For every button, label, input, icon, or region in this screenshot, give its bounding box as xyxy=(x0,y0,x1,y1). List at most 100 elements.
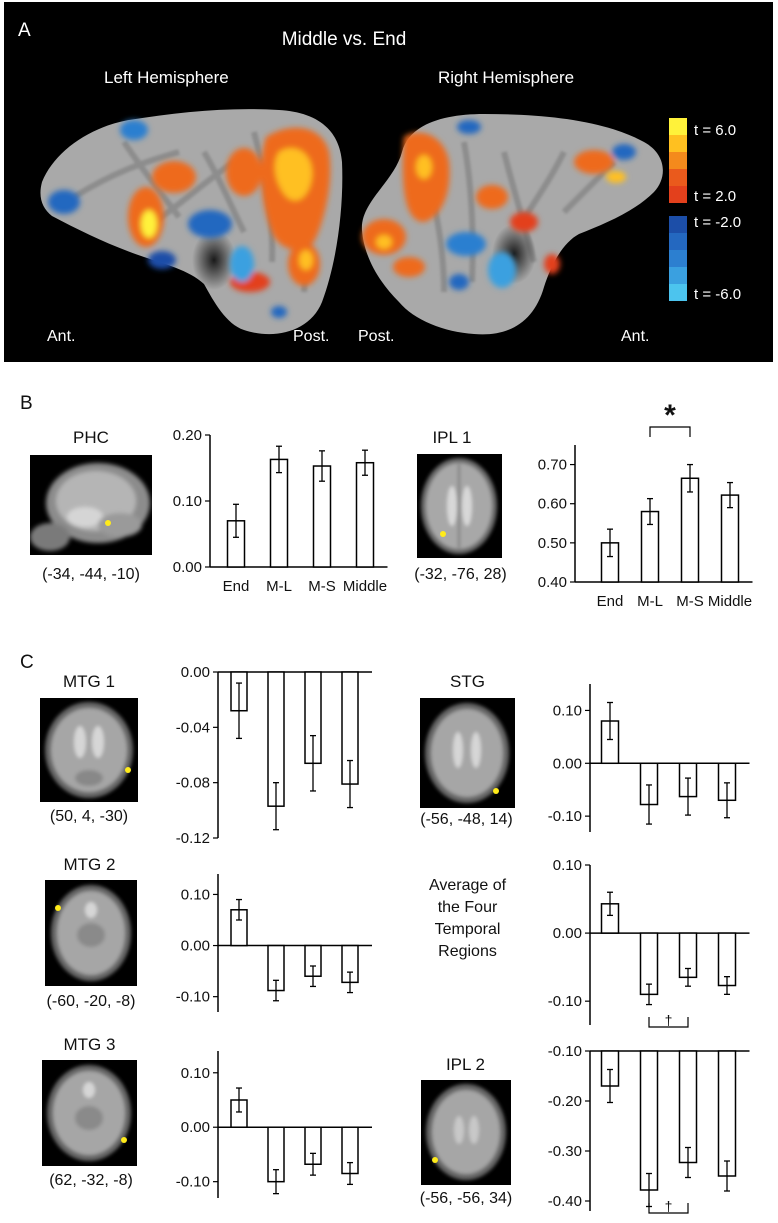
category-label: Middle xyxy=(343,578,387,595)
left-hemisphere-flatmap xyxy=(40,109,343,335)
colorbar-cool-swatch xyxy=(669,284,687,301)
colorbar-warm-swatch xyxy=(669,135,687,152)
y-tick-label: 0.70 xyxy=(538,457,567,474)
category-label: Middle xyxy=(708,593,752,608)
y-tick-label: -0.20 xyxy=(548,1093,582,1110)
bar-m-s xyxy=(680,477,700,583)
category-label: End xyxy=(597,593,624,608)
flatmap-svg xyxy=(40,109,687,335)
category-label: M-S xyxy=(676,593,704,608)
panel-b-letter: B xyxy=(20,393,33,414)
mri-stg xyxy=(420,698,515,808)
chart-stg: 0.10 0.00 -0.10 xyxy=(548,684,750,832)
y-tick-label: 0.10 xyxy=(553,702,582,719)
region-name-ipl2: IPL 2 xyxy=(445,1055,486,1074)
right-hemisphere-flatmap xyxy=(361,114,663,335)
chart-phc: 0.20 0.10 0.00 End M-L M-S Middle xyxy=(173,427,388,595)
region-coords-stg: (-56, -48, 14) xyxy=(420,811,513,828)
average-label-line-2: the Four xyxy=(437,899,498,916)
average-label-line-4: Regions xyxy=(438,943,497,960)
category-label: End xyxy=(223,578,250,595)
average-label-line-3: Temporal xyxy=(434,921,501,938)
colorbar-warm-swatch xyxy=(669,118,687,135)
bar-m-l xyxy=(269,458,289,568)
y-tick-label: 0.10 xyxy=(553,857,582,874)
left-hemisphere-label: Left Hemisphere xyxy=(104,68,229,87)
panel-a-letter: A xyxy=(18,20,31,41)
mri-mtg3 xyxy=(42,1060,137,1166)
region-coords-phc: (-34, -44, -10) xyxy=(42,566,140,583)
significance-bracket xyxy=(649,426,691,437)
region-name-stg: STG xyxy=(450,672,485,691)
y-tick-label: 0.00 xyxy=(181,664,210,681)
mri-sagittal-phc xyxy=(30,455,152,555)
chart-ipl2: -0.10 -0.20 -0.30 -0.40 † xyxy=(548,1043,750,1214)
panel-a-title: Middle vs. End xyxy=(281,29,407,50)
mri-ipl2 xyxy=(421,1080,511,1185)
colorbar-label-tneg2: t = -2.0 xyxy=(694,214,742,231)
y-tick-label: 0.00 xyxy=(181,938,210,955)
chart-mtg2: 0.10 0.00 -0.10 xyxy=(176,874,372,1012)
significance-mark: † xyxy=(665,1012,673,1028)
colorbar-cool-swatch xyxy=(669,267,687,284)
category-label: M-L xyxy=(637,593,663,608)
bar-m-l xyxy=(639,1050,659,1191)
panel-a-flatmap-figure: A Middle vs. End Left Hemisphere Right H… xyxy=(4,2,773,362)
region-coords-ipl1: (-32, -76, 28) xyxy=(414,566,507,583)
bar-middle xyxy=(355,461,375,568)
region-coords-mtg2: (-60, -20, -8) xyxy=(46,993,136,1010)
y-tick-label: 0.20 xyxy=(173,427,202,444)
right-post-label: Post. xyxy=(358,328,395,345)
region-name-ipl1: IPL 1 xyxy=(432,428,472,447)
significance-bracket xyxy=(648,1203,689,1214)
region-coords-mtg1: (50, 4, -30) xyxy=(49,808,129,825)
colorbar xyxy=(669,118,687,301)
y-tick-label: -0.12 xyxy=(176,830,210,847)
y-tick-label: 0.10 xyxy=(173,493,202,510)
colorbar-warm-swatch xyxy=(669,169,687,186)
colorbar-warm-swatch xyxy=(669,186,687,203)
y-tick-label: 0.00 xyxy=(181,1119,210,1136)
y-tick-label: -0.10 xyxy=(176,1174,210,1191)
significance-mark: * xyxy=(664,399,676,432)
significance-mark: † xyxy=(665,1198,673,1214)
y-tick-label: 0.60 xyxy=(538,496,567,513)
category-label: M-S xyxy=(308,578,336,595)
significance-bracket xyxy=(648,1017,689,1028)
y-tick-label: -0.40 xyxy=(548,1193,582,1210)
y-tick-label: -0.08 xyxy=(176,775,210,792)
region-name-mtg2: MTG 2 xyxy=(63,855,116,874)
mri-mtg2 xyxy=(45,880,137,986)
category-label: M-L xyxy=(266,578,292,595)
colorbar-label-tneg6: t = -6.0 xyxy=(694,286,742,303)
y-tick-label: -0.10 xyxy=(176,989,210,1006)
panel-c-letter: C xyxy=(20,652,34,673)
bar-m-s xyxy=(678,1050,698,1164)
y-tick-label: -0.10 xyxy=(548,1043,582,1060)
region-name-phc: PHC xyxy=(73,428,109,447)
colorbar-label-t6: t = 6.0 xyxy=(694,122,737,139)
region-coords-ipl2: (-56, -56, 34) xyxy=(419,1190,513,1207)
y-tick-label: 0.10 xyxy=(181,886,210,903)
y-tick-label: -0.10 xyxy=(548,993,582,1010)
region-coords-mtg3: (62, -32, -8) xyxy=(49,1172,133,1189)
right-ant-label: Ant. xyxy=(621,328,650,345)
mri-mtg1 xyxy=(40,698,138,802)
mri-axial-ipl1 xyxy=(417,454,502,558)
chart-average: 0.10 0.00 -0.10 † xyxy=(548,857,750,1028)
y-tick-label: 0.40 xyxy=(538,574,567,591)
right-hemisphere-label: Right Hemisphere xyxy=(438,68,575,87)
region-name-mtg3: MTG 3 xyxy=(63,1035,116,1054)
colorbar-label-t2: t = 2.0 xyxy=(694,188,737,205)
y-tick-label: -0.10 xyxy=(548,808,582,825)
colorbar-cool-swatch xyxy=(669,250,687,267)
chart-mtg1: 0.00 -0.04 -0.08 -0.12 xyxy=(176,664,372,847)
y-tick-label: 0.50 xyxy=(538,535,567,552)
y-tick-label: 0.00 xyxy=(553,925,582,942)
colorbar-cool-swatch xyxy=(669,233,687,250)
y-tick-label: 0.00 xyxy=(553,755,582,772)
chart-ipl1: 0.70 0.60 0.50 0.40 End M-L M-S Middle * xyxy=(538,399,753,608)
average-label-line-1: Average of xyxy=(428,877,507,894)
average-region-label: Average of the Four Temporal Regions xyxy=(400,875,535,963)
y-tick-label: -0.04 xyxy=(176,719,210,736)
